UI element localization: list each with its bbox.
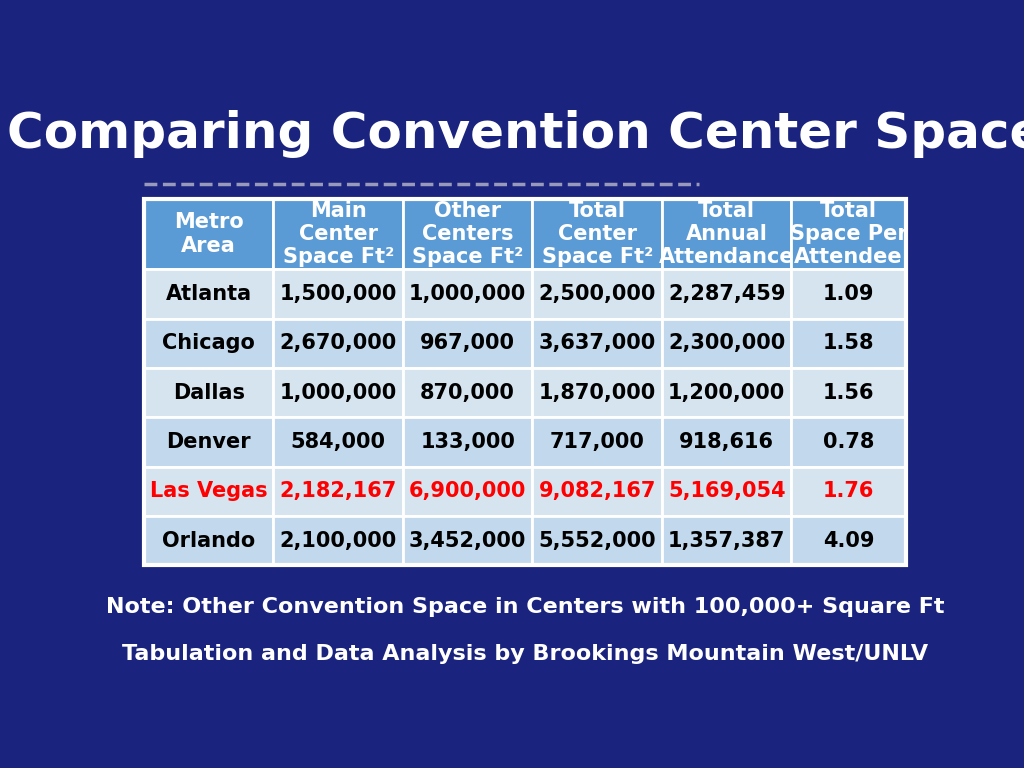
- Text: Comparing Convention Center Space: Comparing Convention Center Space: [6, 110, 1024, 158]
- Text: 1,000,000: 1,000,000: [409, 284, 526, 304]
- Text: 9,082,167: 9,082,167: [539, 482, 655, 502]
- Text: 4.09: 4.09: [823, 531, 874, 551]
- Bar: [273, 467, 402, 516]
- Text: 584,000: 584,000: [291, 432, 386, 452]
- Bar: [402, 467, 532, 516]
- Bar: [402, 368, 532, 417]
- Bar: [532, 417, 662, 467]
- Text: Tabulation and Data Analysis by Brookings Mountain West/UNLV: Tabulation and Data Analysis by Brooking…: [122, 644, 928, 664]
- Text: 2,182,167: 2,182,167: [280, 482, 396, 502]
- Text: 3,452,000: 3,452,000: [409, 531, 526, 551]
- Bar: [273, 199, 402, 270]
- Bar: [143, 467, 273, 516]
- Text: 1,000,000: 1,000,000: [280, 382, 396, 402]
- Bar: [792, 319, 906, 368]
- Text: Chicago: Chicago: [162, 333, 255, 353]
- Bar: [792, 270, 906, 319]
- Text: 717,000: 717,000: [550, 432, 645, 452]
- Text: 1.58: 1.58: [823, 333, 874, 353]
- Text: Metro
Area: Metro Area: [174, 213, 244, 256]
- Bar: [273, 270, 402, 319]
- Text: 870,000: 870,000: [420, 382, 515, 402]
- Text: 6,900,000: 6,900,000: [409, 482, 526, 502]
- Bar: [402, 199, 532, 270]
- Text: 2,300,000: 2,300,000: [668, 333, 785, 353]
- Bar: [273, 417, 402, 467]
- Bar: [143, 319, 273, 368]
- Text: 133,000: 133,000: [420, 432, 515, 452]
- Bar: [143, 516, 273, 565]
- Bar: [402, 270, 532, 319]
- Bar: [532, 319, 662, 368]
- Bar: [662, 270, 792, 319]
- Bar: [402, 417, 532, 467]
- Bar: [532, 368, 662, 417]
- Bar: [792, 368, 906, 417]
- Bar: [662, 417, 792, 467]
- Text: 1,500,000: 1,500,000: [280, 284, 397, 304]
- Text: 967,000: 967,000: [420, 333, 515, 353]
- Bar: [273, 516, 402, 565]
- Bar: [143, 270, 273, 319]
- Text: Denver: Denver: [166, 432, 251, 452]
- Text: 2,100,000: 2,100,000: [280, 531, 396, 551]
- Text: 5,552,000: 5,552,000: [539, 531, 656, 551]
- Text: 1.76: 1.76: [823, 482, 874, 502]
- Text: Note: Other Convention Space in Centers with 100,000+ Square Ft: Note: Other Convention Space in Centers …: [105, 597, 944, 617]
- Text: 5,169,054: 5,169,054: [668, 482, 785, 502]
- Bar: [662, 368, 792, 417]
- Text: 1,357,387: 1,357,387: [668, 531, 785, 551]
- Text: Dallas: Dallas: [173, 382, 245, 402]
- Bar: [792, 417, 906, 467]
- Bar: [273, 368, 402, 417]
- Bar: [402, 319, 532, 368]
- Text: 1,200,000: 1,200,000: [668, 382, 785, 402]
- Bar: [143, 199, 273, 270]
- Text: Main
Center
Space Ft²: Main Center Space Ft²: [283, 200, 394, 267]
- Text: Total
Annual
Attendance: Total Annual Attendance: [658, 200, 795, 267]
- Bar: [532, 199, 662, 270]
- Text: 1,870,000: 1,870,000: [539, 382, 655, 402]
- Bar: [662, 319, 792, 368]
- Bar: [143, 368, 273, 417]
- Text: 918,616: 918,616: [679, 432, 774, 452]
- Bar: [662, 516, 792, 565]
- Text: Other
Centers
Space Ft²: Other Centers Space Ft²: [412, 200, 523, 267]
- Bar: [792, 467, 906, 516]
- Text: Total
Space Per
Attendee: Total Space Per Attendee: [790, 200, 907, 267]
- Bar: [792, 516, 906, 565]
- Bar: [792, 199, 906, 270]
- Bar: [532, 516, 662, 565]
- Text: 0.78: 0.78: [823, 432, 874, 452]
- Text: 2,500,000: 2,500,000: [539, 284, 655, 304]
- Text: Total
Center
Space Ft²: Total Center Space Ft²: [542, 200, 653, 267]
- Text: 1.56: 1.56: [823, 382, 874, 402]
- Text: Atlanta: Atlanta: [166, 284, 252, 304]
- Text: Orlando: Orlando: [162, 531, 255, 551]
- Bar: [143, 199, 906, 565]
- Bar: [662, 467, 792, 516]
- Bar: [662, 199, 792, 270]
- Text: 1.09: 1.09: [823, 284, 874, 304]
- Bar: [143, 417, 273, 467]
- Text: Las Vegas: Las Vegas: [150, 482, 267, 502]
- Bar: [532, 467, 662, 516]
- Bar: [532, 270, 662, 319]
- Text: 3,637,000: 3,637,000: [539, 333, 655, 353]
- Bar: [402, 516, 532, 565]
- Text: 2,287,459: 2,287,459: [668, 284, 785, 304]
- Bar: [273, 319, 402, 368]
- Text: 2,670,000: 2,670,000: [280, 333, 396, 353]
